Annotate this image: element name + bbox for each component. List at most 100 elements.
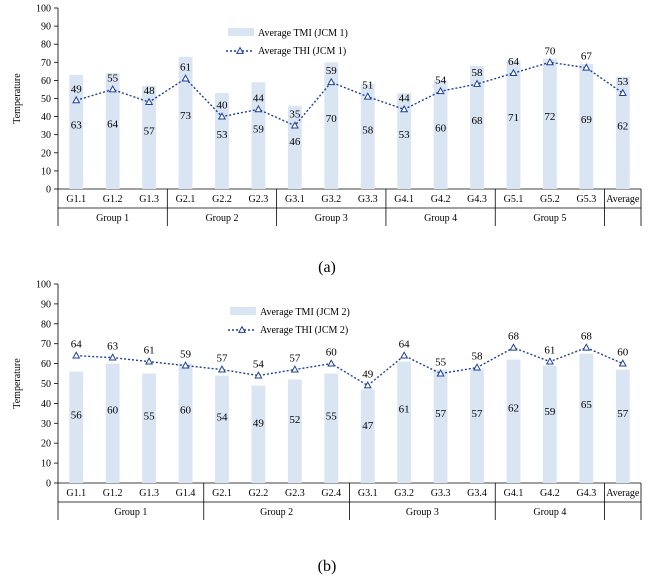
y-tick-label: 10: [41, 166, 51, 177]
legend-bar-swatch: [230, 307, 256, 315]
y-tick-label: 70: [41, 58, 51, 69]
thi-marker: [509, 343, 518, 351]
bar-data-label: 55: [326, 411, 338, 423]
y-tick-label: 90: [41, 299, 51, 310]
thi-marker: [618, 359, 627, 367]
line-data-label: 35: [289, 109, 301, 121]
x-tick-label: G2.1: [212, 488, 232, 499]
legend-line-label: Average THI (JCM 1): [258, 46, 346, 57]
y-tick-label: 70: [41, 339, 51, 350]
thi-marker: [436, 369, 445, 377]
line-data-label: 54: [435, 74, 447, 86]
line-data-label: 44: [399, 92, 411, 104]
y-tick-label: 40: [41, 399, 51, 410]
bar-tmi: [142, 85, 157, 189]
x-tick-label: G1.3: [139, 488, 159, 499]
line-data-label: 55: [107, 72, 119, 84]
group-label: Group 2: [205, 213, 238, 224]
line-data-label: 59: [326, 65, 338, 77]
thi-marker: [363, 92, 372, 100]
bar-data-label: 64: [107, 119, 119, 131]
line-data-label: 64: [71, 339, 83, 351]
line-data-label: 67: [581, 51, 593, 63]
bar-tmi: [215, 93, 229, 189]
bar-data-label: 47: [362, 420, 374, 432]
thi-marker: [72, 95, 81, 104]
line-data-label: 58: [472, 351, 484, 363]
bar-data-label: 70: [326, 113, 338, 125]
bar-tmi: [397, 361, 412, 483]
bar-data-label: 55: [144, 411, 156, 423]
bar-data-label: 59: [544, 406, 556, 418]
x-tick-label: G4.1: [394, 194, 414, 205]
y-tick-label: 90: [41, 22, 51, 33]
x-tick-label: G1.1: [66, 488, 86, 499]
bar-tmi: [542, 58, 557, 190]
x-tick-label: G1.3: [139, 194, 159, 205]
bar-data-label: 59: [253, 123, 265, 135]
bar-tmi: [433, 80, 448, 189]
x-tick-label: G5.3: [576, 194, 596, 205]
bar-data-label: 68: [472, 115, 484, 127]
x-tick-label: G5.1: [504, 194, 524, 205]
bar-tmi: [579, 64, 594, 189]
thi-marker: [145, 97, 154, 106]
bar-data-label: 57: [617, 408, 629, 420]
y-tick-label: 60: [41, 76, 51, 87]
line-data-label: 54: [253, 359, 265, 371]
y-tick-label: 0: [46, 185, 51, 196]
group-label: Group 4: [533, 507, 566, 518]
bar-data-label: 69: [581, 114, 593, 126]
line-data-label: 68: [581, 331, 593, 343]
bar-tmi: [360, 389, 375, 483]
bar-data-label: 54: [216, 412, 228, 424]
bar-data-label: 60: [180, 405, 192, 417]
bar-tmi: [324, 62, 339, 189]
x-tick-label: G1.4: [176, 488, 196, 499]
line-data-label: 55: [435, 357, 447, 369]
thi-line: [76, 61, 624, 127]
bar-data-label: 73: [180, 110, 192, 122]
bar-data-label: 57: [472, 408, 484, 420]
y-tick-label: 0: [46, 479, 51, 490]
bar-tmi: [579, 353, 594, 483]
bar-data-label: 58: [362, 124, 374, 136]
bar-tmi: [324, 373, 339, 483]
thi-marker: [327, 77, 336, 86]
x-tick-label: Average: [606, 488, 640, 499]
bar-data-label: 61: [399, 404, 410, 416]
thi-marker: [181, 74, 190, 82]
x-tick-label: G3.4: [467, 488, 487, 499]
x-tick-label: G4.1: [504, 488, 524, 499]
bar-data-label: 60: [107, 405, 119, 417]
x-tick-label: G2.3: [285, 488, 305, 499]
thi-marker: [108, 85, 117, 93]
line-data-label: 63: [107, 341, 119, 353]
bar-data-label: 53: [216, 129, 228, 141]
figure-caption: (b): [318, 558, 337, 575]
thi-line: [76, 346, 624, 387]
line-data-label: 57: [216, 353, 228, 365]
bar-tmi: [251, 82, 266, 189]
bar-tmi: [178, 363, 193, 483]
bar-tmi: [105, 363, 120, 483]
line-data-label: 48: [144, 85, 156, 97]
thi-marker: [436, 86, 445, 95]
line-data-label: 44: [253, 92, 265, 104]
x-tick-label: G3.3: [431, 488, 451, 499]
line-data-label: 61: [180, 62, 191, 74]
group-label: Group 3: [315, 213, 348, 224]
bar-tmi: [470, 369, 484, 483]
bar-data-label: 60: [435, 122, 447, 134]
thi-marker: [400, 104, 409, 113]
y-tick-label: 20: [41, 148, 51, 159]
bar-tmi: [287, 379, 302, 483]
line-data-label: 59: [180, 349, 192, 361]
x-tick-label: G1.2: [103, 488, 123, 499]
legend-line-label: Average THI (JCM 2): [260, 325, 348, 336]
bar-data-label: 57: [144, 125, 156, 137]
bar-tmi: [69, 371, 84, 483]
bar-tmi: [433, 369, 448, 483]
bar-data-label: 62: [617, 121, 628, 133]
